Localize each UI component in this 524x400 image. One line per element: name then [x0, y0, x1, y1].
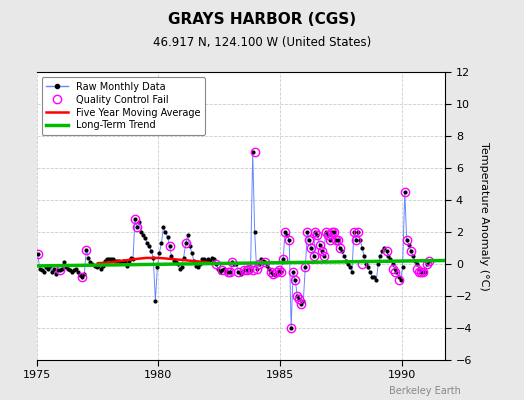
Legend: Raw Monthly Data, Quality Control Fail, Five Year Moving Average, Long-Term Tren: Raw Monthly Data, Quality Control Fail, …	[41, 77, 205, 135]
Y-axis label: Temperature Anomaly (°C): Temperature Anomaly (°C)	[479, 142, 489, 290]
Text: GRAYS HARBOR (CGS): GRAYS HARBOR (CGS)	[168, 12, 356, 27]
Text: Berkeley Earth: Berkeley Earth	[389, 386, 461, 396]
Text: 46.917 N, 124.100 W (United States): 46.917 N, 124.100 W (United States)	[153, 36, 371, 49]
